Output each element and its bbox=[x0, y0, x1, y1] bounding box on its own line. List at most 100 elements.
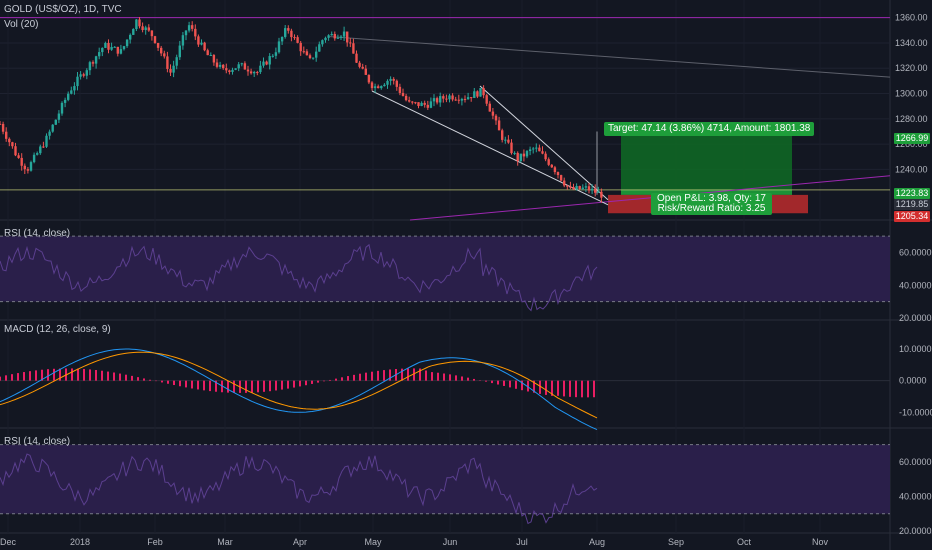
candle-body bbox=[594, 188, 597, 193]
candle-body bbox=[352, 43, 355, 54]
candle-body bbox=[504, 139, 507, 141]
candle-body bbox=[203, 42, 206, 51]
candle-body bbox=[26, 169, 30, 171]
candle-body bbox=[274, 52, 278, 56]
candle-body bbox=[454, 99, 457, 101]
candle-body bbox=[528, 149, 532, 152]
candle-body bbox=[507, 139, 510, 143]
candle-body bbox=[466, 97, 470, 100]
candle-body bbox=[584, 186, 588, 188]
candle-body bbox=[544, 153, 547, 160]
candle-body bbox=[160, 47, 163, 54]
candle-body bbox=[519, 153, 522, 162]
candle-body bbox=[361, 66, 364, 69]
candle-body bbox=[215, 62, 219, 67]
candle-body bbox=[197, 36, 200, 45]
candle-body bbox=[113, 46, 116, 48]
candle-body bbox=[36, 153, 39, 155]
candle-body bbox=[116, 46, 119, 54]
candle-body bbox=[20, 157, 23, 166]
candle-body bbox=[404, 95, 408, 101]
target-zone bbox=[621, 135, 792, 190]
candle-body bbox=[302, 51, 305, 53]
macd-tick-2: -10.0000 bbox=[899, 407, 932, 417]
candle-body bbox=[408, 100, 411, 102]
candle-body bbox=[240, 63, 243, 65]
price-tick-2: 1320.00 bbox=[895, 63, 928, 73]
candle-body bbox=[516, 152, 519, 162]
candle-body bbox=[172, 65, 175, 73]
candle-body bbox=[510, 142, 513, 154]
candle-body bbox=[370, 82, 374, 89]
candle-body bbox=[67, 93, 70, 100]
candle-body bbox=[575, 186, 578, 190]
candle-body bbox=[339, 36, 343, 38]
candle-body bbox=[457, 99, 460, 101]
wedge-upper bbox=[479, 85, 609, 201]
candle-body bbox=[392, 78, 395, 81]
candle-body bbox=[550, 164, 553, 168]
macd-label: MACD (12, 26, close, 9) bbox=[4, 324, 111, 335]
time-label-11: Nov bbox=[812, 537, 829, 547]
candle-body bbox=[460, 98, 464, 101]
candle-body bbox=[166, 56, 169, 69]
candle-body bbox=[11, 142, 14, 147]
candle-body bbox=[277, 41, 281, 53]
candle-body bbox=[156, 42, 160, 48]
macd-tick-0: 10.0000 bbox=[899, 344, 932, 354]
candle-body bbox=[280, 36, 284, 42]
candle-body bbox=[296, 37, 299, 43]
time-label-0: Dec bbox=[0, 537, 16, 547]
candle-body bbox=[380, 86, 383, 89]
candle-body bbox=[513, 152, 516, 154]
price-tag-entry: 1223.83 bbox=[894, 188, 930, 199]
candle-body bbox=[129, 34, 132, 40]
price-tick-6: 1240.00 bbox=[895, 164, 928, 174]
candle-body bbox=[60, 102, 64, 114]
candle-body bbox=[470, 97, 473, 99]
candle-body bbox=[82, 74, 85, 76]
candle-body bbox=[336, 37, 340, 39]
rsi-bottom-tick-2: 20.0000 bbox=[899, 526, 932, 536]
macd-tick-1: 0.0000 bbox=[899, 376, 927, 386]
rsi-bottom-tick-1: 40.0000 bbox=[899, 491, 932, 501]
target-label[interactable]: Target: 47.14 (3.86%) 4714, Amount: 1801… bbox=[604, 122, 815, 136]
candle-body bbox=[70, 90, 73, 94]
candle-body bbox=[491, 111, 495, 116]
candle-body bbox=[287, 28, 290, 31]
candle-body bbox=[73, 86, 76, 91]
candle-body bbox=[525, 151, 529, 157]
candle-body bbox=[473, 91, 476, 98]
candle-body bbox=[318, 44, 321, 52]
candle-body bbox=[91, 62, 95, 64]
candle-body bbox=[222, 64, 225, 69]
candle-body bbox=[600, 191, 603, 198]
candle-body bbox=[420, 102, 423, 107]
candle-body bbox=[57, 113, 61, 120]
upper-trend-line bbox=[329, 36, 891, 78]
candle-body bbox=[383, 84, 386, 87]
candle-body bbox=[439, 96, 442, 103]
candle-body bbox=[94, 56, 98, 64]
candle-body bbox=[253, 72, 256, 74]
candle-body bbox=[107, 42, 110, 50]
candle-body bbox=[435, 98, 439, 103]
candle-body bbox=[597, 191, 600, 193]
candle-body bbox=[63, 99, 67, 103]
candle-body bbox=[426, 104, 429, 108]
candle-body bbox=[377, 86, 380, 89]
macd-line bbox=[0, 348, 598, 431]
pnl-label[interactable]: Open P&L: 3.98, Qty: 17 Risk/Reward Rati… bbox=[651, 193, 772, 215]
candle-body bbox=[42, 146, 45, 148]
time-label-4: Apr bbox=[293, 537, 307, 547]
candle-body bbox=[234, 68, 237, 70]
candle-body bbox=[476, 91, 479, 97]
candle-body bbox=[32, 154, 36, 163]
candle-body bbox=[178, 45, 181, 58]
candle-body bbox=[101, 47, 104, 53]
candle-body bbox=[535, 147, 538, 149]
price-tick-5: 1260.00 bbox=[895, 139, 928, 149]
candle-body bbox=[181, 35, 185, 46]
candle-body bbox=[122, 46, 126, 50]
